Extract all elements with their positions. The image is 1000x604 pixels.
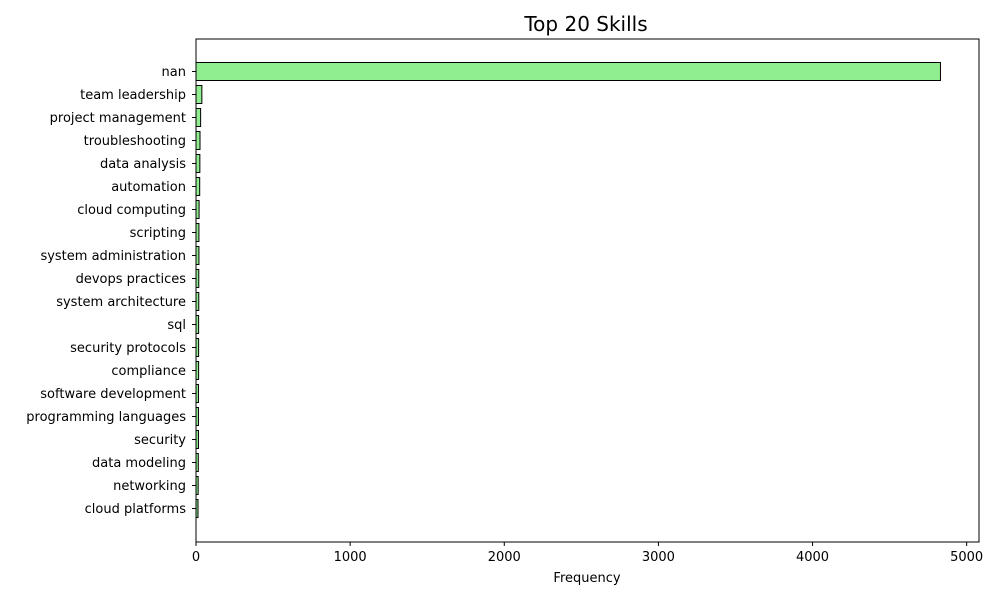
y-tick-label: compliance (111, 364, 186, 379)
y-tick-label: system administration (40, 249, 186, 264)
x-axis: 0 1000 2000 3000 4000 5000 (192, 542, 983, 565)
bar (195, 154, 201, 173)
y-tick-label: security (134, 433, 186, 448)
y-tick-label: troubleshooting (84, 134, 186, 149)
x-tick-label: 2000 (488, 550, 521, 565)
bars-group (195, 62, 941, 518)
y-tick-label: data analysis (100, 157, 186, 172)
y-tick-label: programming languages (26, 410, 186, 425)
y-axis: nan team leadership project management trou… (26, 65, 196, 517)
x-tick-label: 0 (192, 550, 200, 565)
y-tick-label: team leadership (80, 88, 186, 103)
y-tick-label: devops practices (76, 272, 187, 287)
bar (195, 62, 941, 81)
x-tick-label: 5000 (950, 550, 983, 565)
y-tick-label: nan (162, 65, 186, 80)
y-tick-label: security protocols (70, 341, 186, 356)
bar (195, 131, 201, 150)
y-tick-label: automation (111, 180, 186, 195)
chart-title: Top 20 Skills (523, 12, 647, 36)
x-tick-label: 1000 (334, 550, 367, 565)
y-tick-label: project management (50, 111, 186, 126)
y-tick-label: cloud platforms (85, 502, 187, 517)
bar (195, 108, 202, 127)
x-axis-label: Frequency (553, 571, 620, 586)
y-tick-label: data modeling (92, 456, 186, 471)
y-tick-label: sql (167, 318, 186, 333)
y-tick-label: networking (113, 479, 186, 494)
x-tick-label: 4000 (796, 550, 829, 565)
y-tick-label: scripting (130, 226, 186, 241)
y-tick-label: system architecture (56, 295, 186, 310)
bar (195, 177, 201, 196)
plot-frame (195, 38, 980, 543)
y-tick-label: cloud computing (77, 203, 186, 218)
bar (195, 85, 203, 104)
y-tick-label: software development (40, 387, 186, 402)
x-tick-label: 3000 (642, 550, 675, 565)
